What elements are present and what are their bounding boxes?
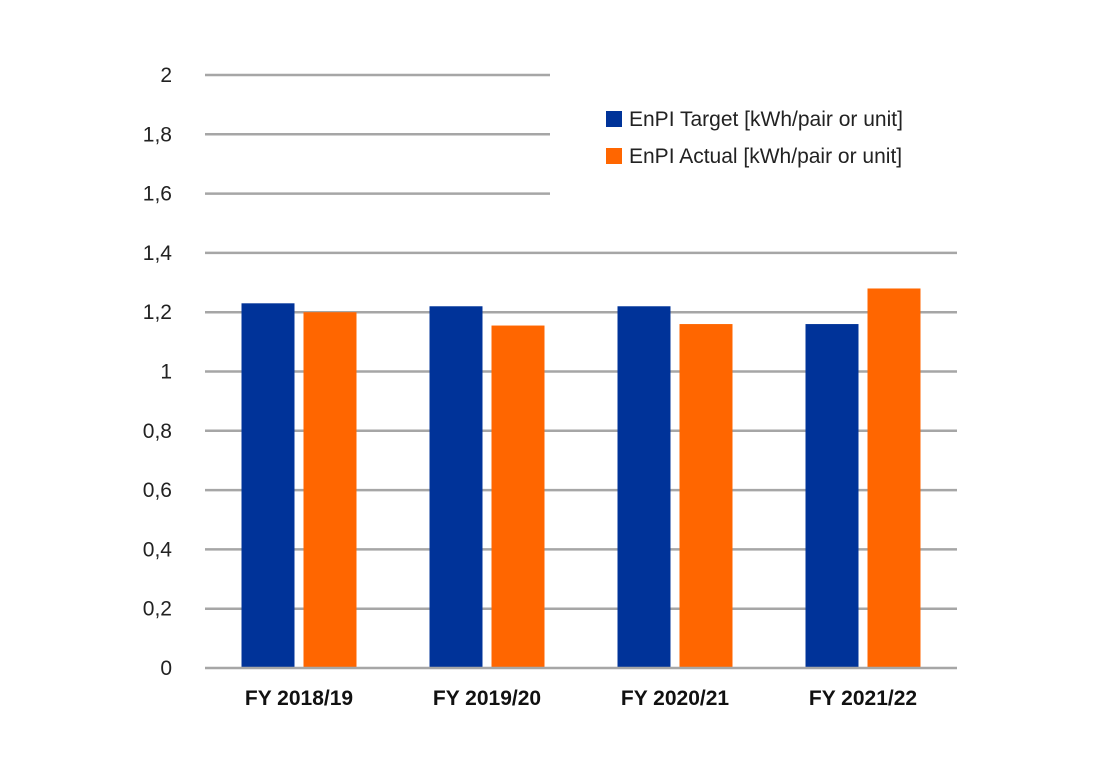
y-tick-label: 2 [160, 64, 172, 87]
y-tick-label: 0,6 [143, 479, 172, 502]
bar-target [617, 306, 671, 668]
y-tick-label: 1,2 [143, 301, 172, 324]
y-tick-label: 1,4 [143, 242, 173, 265]
legend-label: EnPI Actual [kWh/pair or unit] [629, 145, 902, 168]
bar-target [429, 306, 483, 668]
y-axis-tick-labels: 0 0,2 0,4 0,6 0,8 1 1,2 1,4 1,6 1,8 2 [143, 64, 173, 680]
x-category-label: FY 2020/21 [621, 687, 730, 710]
legend-swatch [606, 111, 622, 127]
y-tick-label: 0,2 [143, 598, 172, 621]
bar-actual [867, 288, 921, 668]
bar-actual [491, 325, 545, 668]
x-category-label: FY 2018/19 [245, 687, 353, 710]
x-axis-category-labels: FY 2018/19 FY 2019/20 FY 2020/21 FY 2021/22 [245, 687, 917, 710]
y-tick-label: 1 [160, 361, 172, 384]
legend-swatch [606, 148, 622, 164]
bar-actual [679, 324, 733, 668]
y-tick-label: 0 [160, 657, 172, 680]
y-tick-label: 1,6 [143, 183, 172, 206]
bars [241, 288, 921, 668]
bar-actual [303, 312, 357, 668]
legend: EnPI Target [kWh/pair or unit] EnPI Actua… [606, 108, 903, 168]
legend-label: EnPI Target [kWh/pair or unit] [629, 108, 903, 131]
bar-target [805, 324, 859, 668]
y-tick-label: 0,4 [143, 538, 173, 561]
y-tick-label: 1,8 [143, 123, 172, 146]
x-category-label: FY 2019/20 [433, 687, 541, 710]
bar-target [241, 303, 295, 668]
x-category-label: FY 2021/22 [809, 687, 917, 710]
y-tick-label: 0,8 [143, 420, 172, 443]
